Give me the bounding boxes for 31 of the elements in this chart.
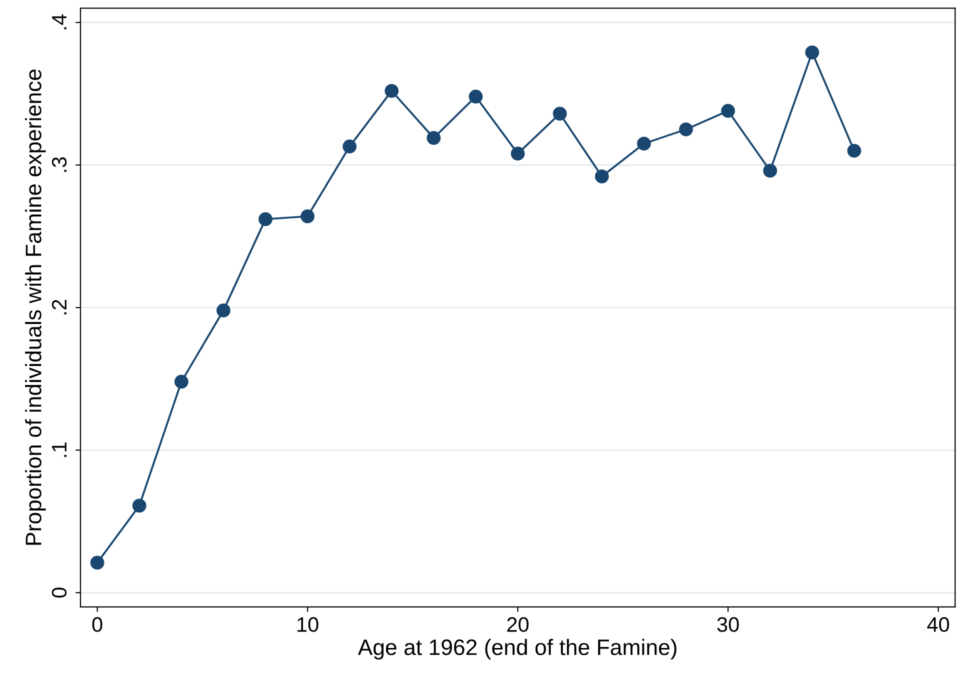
point xyxy=(763,164,778,178)
x-tick-label: 10 xyxy=(298,617,318,632)
y-axis-title: Proportion of individuals with Famine experience xyxy=(25,70,46,545)
point xyxy=(679,122,693,136)
point xyxy=(90,556,104,570)
point xyxy=(721,104,735,118)
point xyxy=(847,144,862,158)
point xyxy=(300,209,314,224)
point xyxy=(258,212,272,226)
x-tick-label: 0 xyxy=(92,617,102,632)
y-tick-label: .2 xyxy=(52,300,66,314)
y-tick-label: .1 xyxy=(52,442,66,457)
point xyxy=(384,84,399,98)
x-tick-label: 20 xyxy=(507,617,529,632)
point xyxy=(426,130,441,145)
point xyxy=(468,90,483,104)
point xyxy=(594,169,609,184)
y-tick-label: .3 xyxy=(52,157,67,172)
x-tick-label: 30 xyxy=(717,617,739,632)
point xyxy=(510,146,525,161)
point xyxy=(805,45,820,60)
x-tick-label: 40 xyxy=(927,617,950,632)
point xyxy=(637,136,651,151)
point xyxy=(132,498,146,513)
point xyxy=(342,140,357,154)
point xyxy=(552,106,567,121)
y-tick-label: 0 xyxy=(52,588,67,598)
point xyxy=(216,303,230,318)
y-tick-label: .4 xyxy=(52,14,66,30)
x-axis-title: Age at 1962 (end of the Famine) xyxy=(358,638,676,660)
point xyxy=(174,374,188,389)
